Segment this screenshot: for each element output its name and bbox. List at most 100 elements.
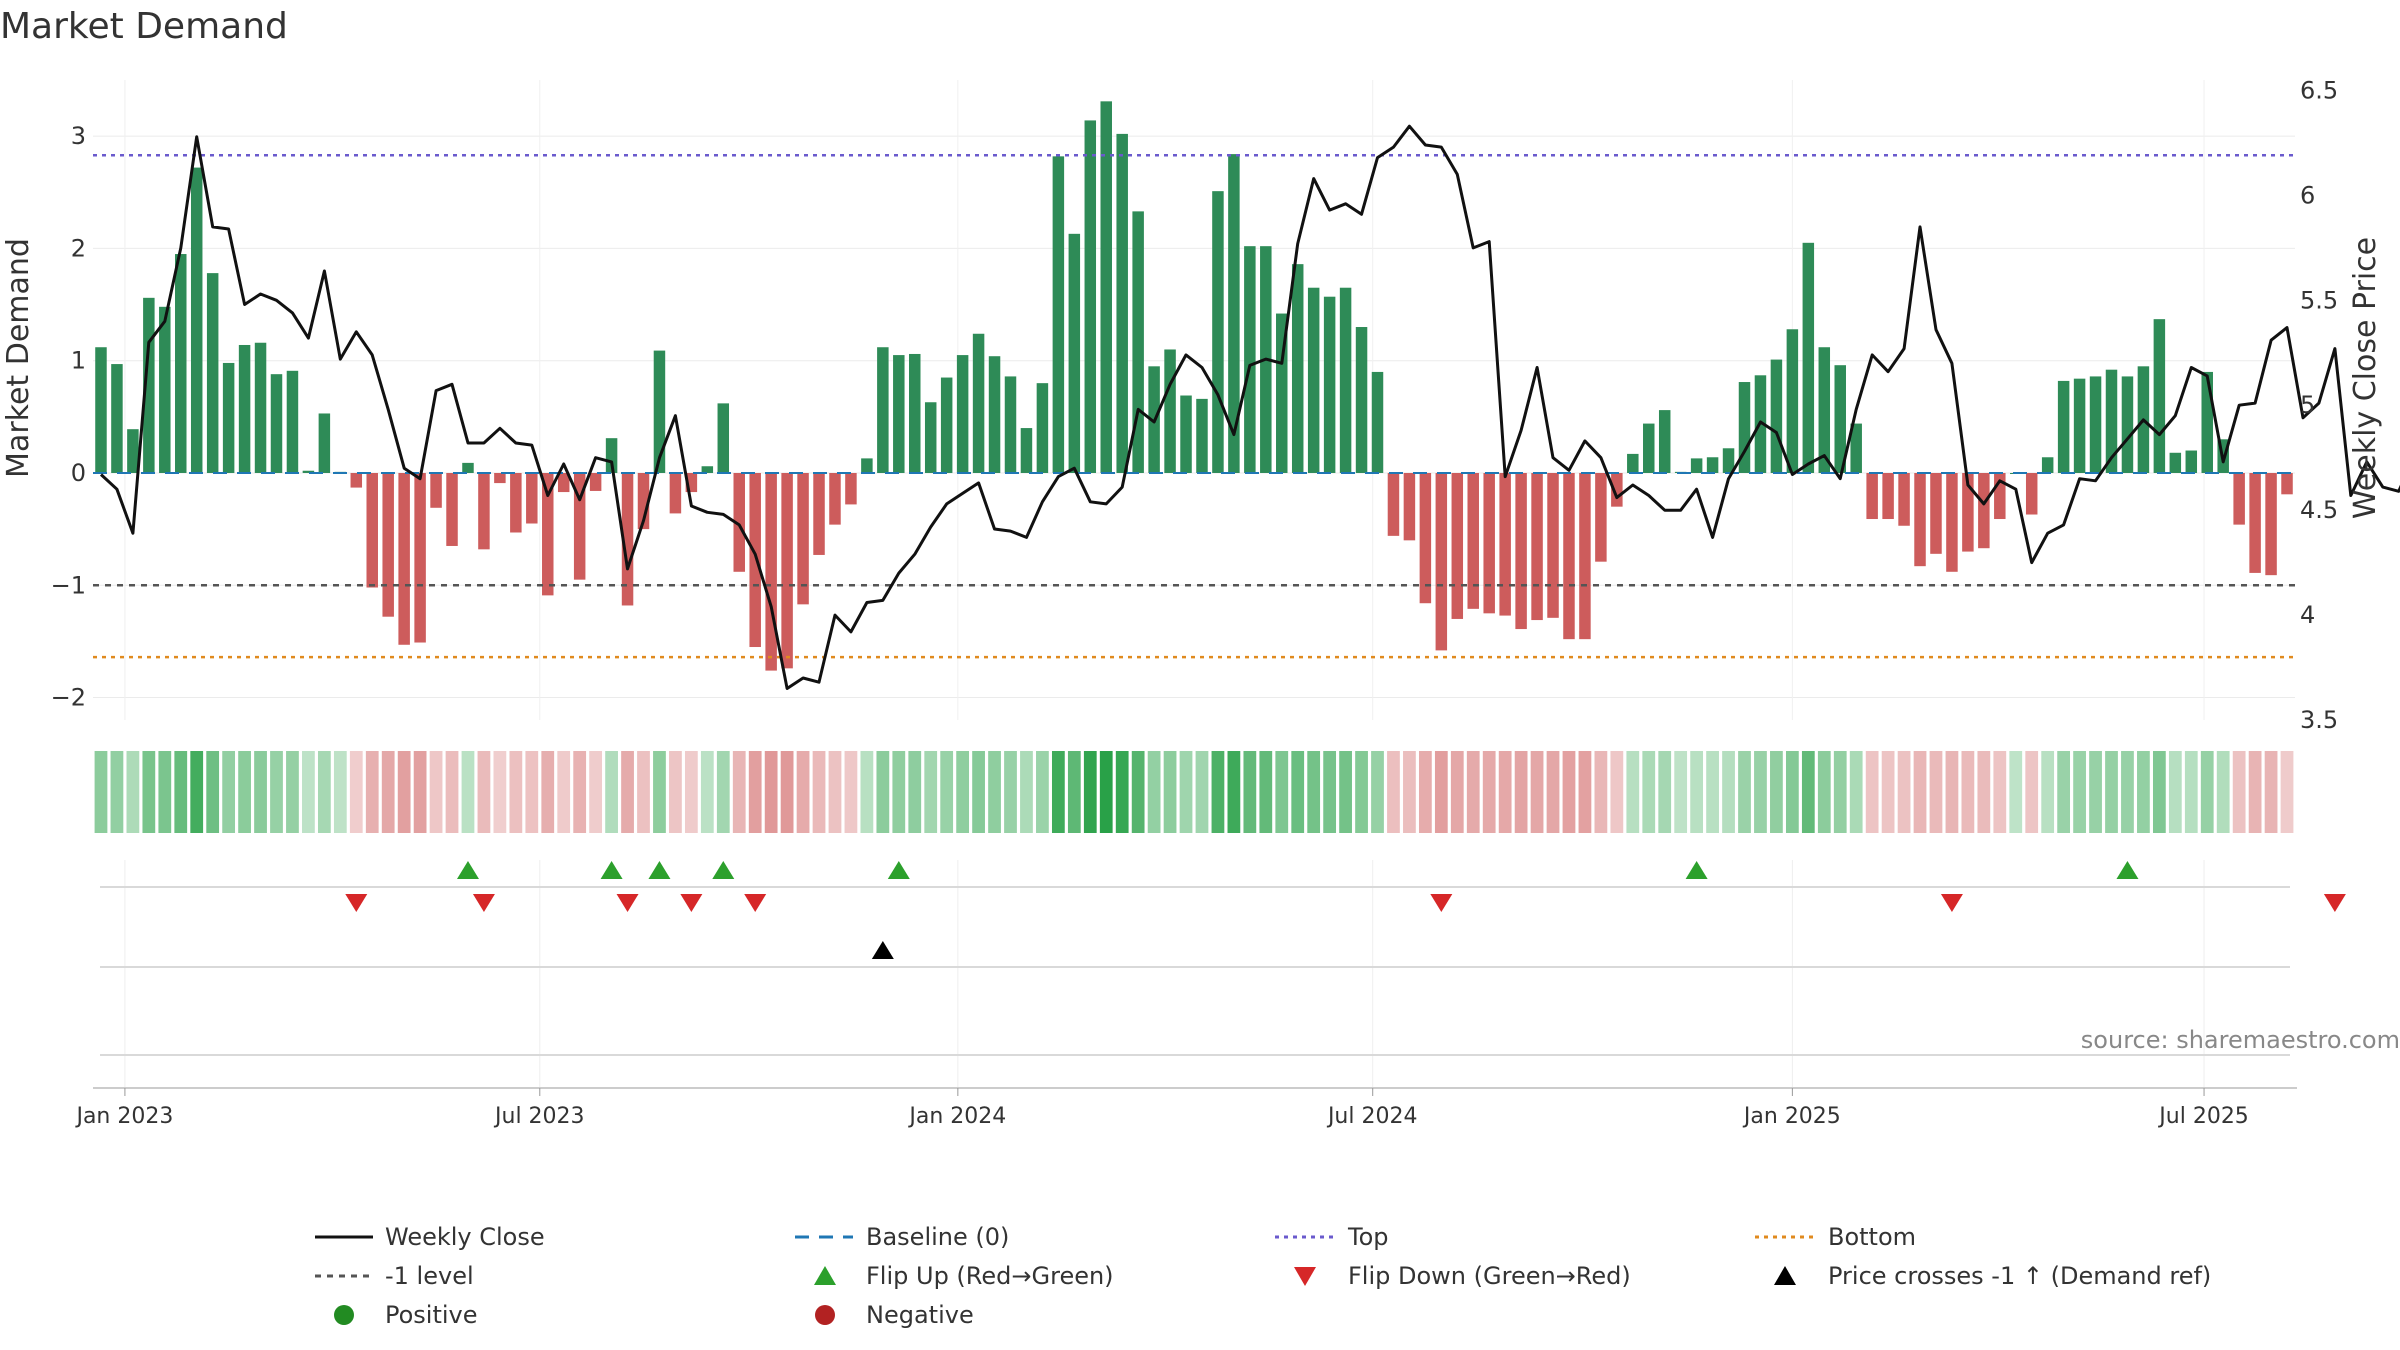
demand-bar (797, 472, 809, 605)
legend-positive-label: Positive (385, 1301, 478, 1329)
heat-cell (429, 751, 443, 833)
heat-cell (1482, 751, 1496, 833)
heat-cell (2248, 751, 2262, 833)
demand-bar (254, 342, 267, 473)
demand-bar (733, 472, 745, 572)
demand-bar (206, 273, 219, 473)
demand-bar (1387, 472, 1400, 536)
demand-bar (1658, 410, 1671, 473)
demand-bar (1180, 395, 1192, 473)
demand-bar (1962, 472, 1974, 552)
heat-cell (573, 751, 587, 833)
demand-bar (1483, 472, 1495, 614)
legend: Weekly Close Baseline (0) Top Bottom -1 … (315, 1223, 2211, 1329)
heat-cell (254, 751, 267, 833)
heat-cell (2105, 751, 2118, 833)
demand-bar (2041, 457, 2054, 473)
heat-cell (509, 751, 523, 833)
demand-bar (2057, 380, 2070, 473)
demand-bar (270, 374, 283, 473)
demand-bar (717, 403, 730, 473)
demand-bar (1435, 472, 1448, 651)
legend-negative-label: Negative (866, 1301, 974, 1329)
heat-cell (2025, 751, 2039, 833)
demand-bar (893, 355, 905, 473)
legend-bottom-label: Bottom (1828, 1223, 1916, 1251)
demand-bar (1196, 398, 1208, 473)
demand-heat-strip (94, 751, 2294, 833)
flip-up-marker (887, 861, 910, 879)
heat-cell (1801, 751, 1815, 833)
y-axis-label: Market Demand (1, 238, 36, 478)
demand-bar (1643, 423, 1655, 473)
price-cross-marker (871, 941, 894, 959)
demand-bar (1595, 472, 1607, 562)
heat-cell (365, 751, 379, 833)
y-tick-label: 2 (71, 234, 86, 262)
heat-cell (222, 751, 236, 833)
heat-cell (764, 751, 778, 833)
heat-cell (206, 751, 220, 833)
demand-bar (605, 438, 618, 473)
demand-bar (1547, 472, 1559, 618)
signal-panels (93, 860, 2346, 1090)
legend-flip-up-label: Flip Up (Red→Green) (866, 1262, 1114, 1290)
demand-bar (1563, 472, 1575, 640)
heat-cell (333, 751, 347, 833)
demand-bar (1451, 472, 1464, 619)
heat-cell (589, 751, 603, 833)
heat-cell (812, 751, 826, 833)
demand-bar (637, 472, 650, 530)
demand-bar (1978, 472, 1990, 549)
demand-bar (2121, 376, 2134, 473)
heat-cell (956, 751, 970, 833)
demand-bar (1212, 191, 1224, 473)
demand-bar (2169, 452, 2182, 473)
heat-cell (190, 751, 204, 833)
flip-down-marker (680, 894, 703, 912)
demand-bar (1531, 472, 1543, 621)
heat-cell (541, 751, 555, 833)
flip-down-marker (616, 894, 639, 912)
flip-down-marker (744, 894, 767, 912)
heat-cell (525, 751, 539, 833)
demand-bar (1036, 383, 1049, 473)
heat-cell (637, 751, 650, 833)
demand-bar (749, 472, 761, 648)
heat-cell (2184, 751, 2198, 833)
heat-cell (1195, 751, 1209, 833)
x-tick-label: Jan 2024 (907, 1104, 1006, 1129)
demand-bar (1946, 472, 1958, 572)
demand-bar (175, 254, 187, 473)
flip-up-marker (648, 861, 671, 879)
demand-bar (1786, 329, 1799, 473)
demand-bar (190, 167, 203, 473)
demand-bar (2025, 472, 2038, 515)
heat-cell (2009, 751, 2023, 833)
heat-cell (110, 751, 124, 833)
demand-bar (1515, 472, 1527, 630)
heat-cell (1131, 751, 1145, 833)
heat-cell (924, 751, 938, 833)
demand-bar (1722, 448, 1735, 473)
x-tick-label: Jul 2025 (2157, 1104, 2249, 1129)
heat-cell (1403, 751, 1416, 833)
x-tick-label: Jul 2023 (493, 1104, 585, 1129)
demand-bar (1116, 133, 1128, 473)
heat-cell (302, 751, 315, 833)
y2-tick-label: 6 (2300, 181, 2315, 209)
demand-bar (1627, 453, 1639, 473)
demand-bar (1834, 365, 1846, 473)
heat-cell (1945, 751, 1959, 833)
heat-cell (780, 751, 794, 833)
heat-cell (748, 751, 762, 833)
heat-cell (1099, 751, 1113, 833)
demand-bar (430, 472, 442, 508)
y2-tick-label: 4 (2300, 601, 2315, 629)
heat-cell (1674, 751, 1688, 833)
heat-cell (1291, 751, 1305, 833)
flip-down-marker (1940, 894, 1963, 912)
demand-bar (1611, 472, 1623, 507)
y-axis-left-ticks: 3 2 1 0 −1 −2 (51, 122, 86, 711)
heat-cell (557, 751, 571, 833)
